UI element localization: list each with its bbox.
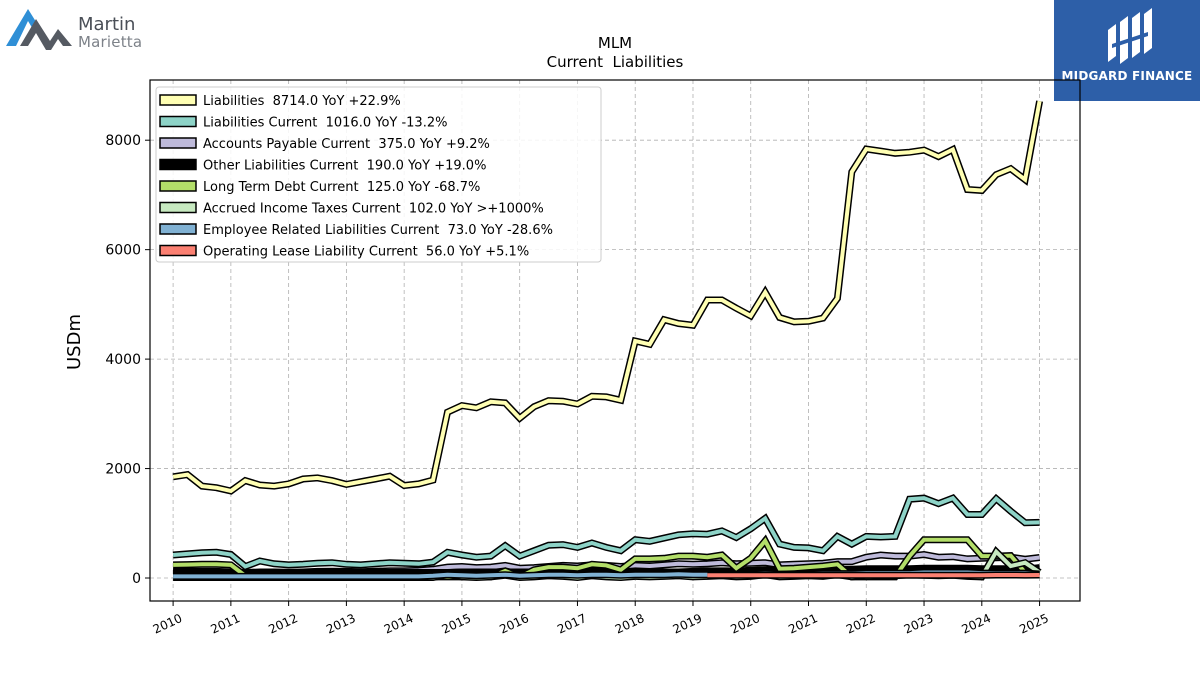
x-tick-label: 2017 — [555, 611, 589, 637]
midgard-emblem-icon — [1108, 8, 1152, 64]
series-line — [172, 100, 1042, 494]
mountain-logo-icon — [6, 9, 72, 50]
legend-entry: Accounts Payable Current 375.0 YoY +9.2% — [203, 137, 490, 152]
x-tick-label: 2020 — [728, 611, 762, 637]
legend-swatch — [159, 137, 197, 149]
series-1 — [172, 100, 1044, 495]
legend-entry: Liabilities 8714.0 YoY +22.9% — [203, 94, 401, 109]
series-line — [172, 495, 1040, 569]
x-tick-label: 2013 — [324, 611, 358, 637]
y-tick-label: 6000 — [105, 243, 141, 259]
midgard-finance-logo: MIDGARD FINANCE — [1054, 0, 1200, 101]
logo-text-line2: Marietta — [78, 33, 143, 51]
legend-swatch — [159, 158, 197, 171]
x-tick-label: 2016 — [497, 611, 531, 637]
plot-frame — [149, 79, 1081, 602]
y-tick-label: 8000 — [105, 133, 141, 149]
y-tick-label: 0 — [132, 571, 141, 587]
series-2 — [172, 493, 1040, 571]
legend-entry: Operating Lease Liability Current 56.0 Y… — [203, 245, 529, 260]
martin-marietta-logo: Martin Marietta — [6, 5, 156, 50]
x-tick-label: 2014 — [382, 611, 416, 637]
y-axis-label: USDm — [64, 314, 85, 370]
legend-swatch — [159, 244, 197, 257]
x-tick-label: 2015 — [440, 611, 474, 637]
x-tick-label: 2025 — [1017, 611, 1051, 637]
logo-text: MIDGARD FINANCE — [1061, 69, 1193, 83]
legend-entry: Other Liabilities Current 190.0 YoY +19.… — [203, 159, 486, 174]
legend-box — [155, 86, 602, 263]
y-tick-label: 4000 — [105, 352, 141, 368]
x-tick-label: 2022 — [844, 611, 878, 637]
x-tick-label: 2012 — [266, 611, 300, 637]
legend: Liabilities 8714.0 YoY +22.9% Liabilities… — [155, 86, 602, 263]
y-tick-label: 2000 — [105, 462, 141, 478]
legend-swatch — [159, 94, 197, 106]
legend-swatch — [159, 223, 197, 235]
legend-entry: Employee Related Liabilities Current 73.… — [203, 223, 553, 238]
x-tick-label: 2010 — [151, 611, 185, 637]
series-lines — [172, 100, 1044, 582]
logo-text-line1: Martin — [78, 14, 136, 35]
x-tick-label: 2019 — [671, 611, 705, 637]
x-tick-label: 2023 — [902, 611, 936, 637]
legend-swatch — [159, 180, 197, 192]
x-tick-label: 2018 — [613, 611, 647, 637]
x-tick-label: 2024 — [959, 611, 993, 637]
legend-entry: Long Term Debt Current 125.0 YoY -68.7% — [203, 180, 480, 195]
x-tick-label: 2021 — [786, 611, 820, 637]
legend-swatch — [159, 115, 197, 128]
chart-subtitle: Current Liabilities — [547, 53, 684, 71]
x-tick-label: 2011 — [209, 611, 243, 637]
legend-entry: Accrued Income Taxes Current 102.0 YoY >… — [203, 202, 544, 217]
chart-title: MLM — [598, 34, 632, 52]
legend-swatch — [159, 201, 197, 214]
legend-entry: Liabilities Current 1016.0 YoY -13.2% — [203, 116, 447, 131]
